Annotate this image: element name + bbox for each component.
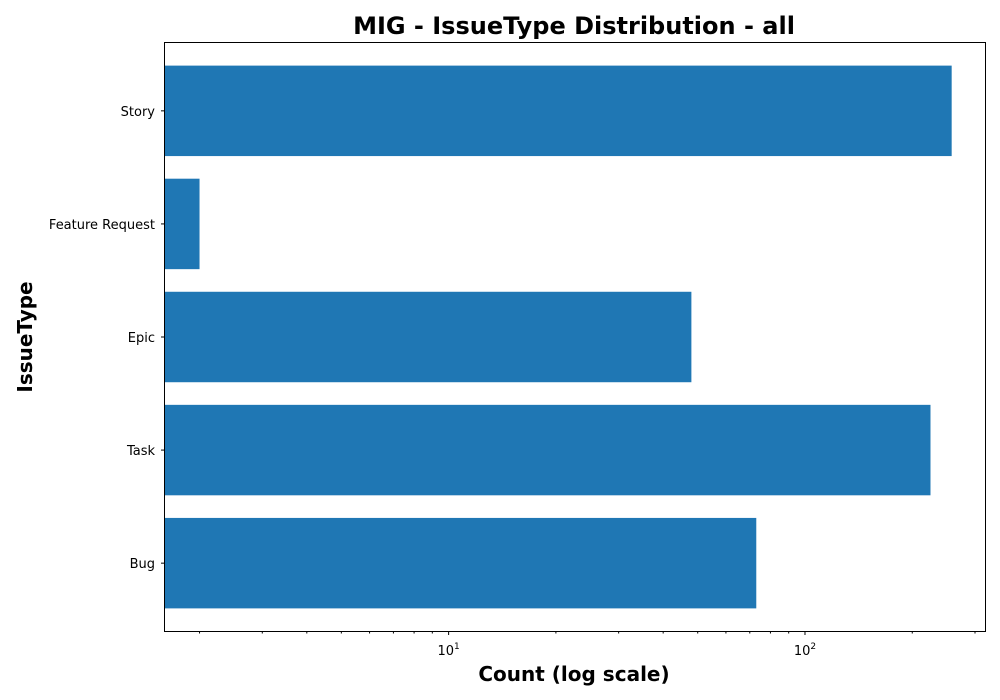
y-axis-label: IssueType xyxy=(13,281,37,392)
x-tick-label: 101 xyxy=(437,642,459,659)
chart-title: MIG - IssueType Distribution - all xyxy=(353,12,795,40)
bar-story xyxy=(165,65,952,157)
y-ticks-group: Bug Task Epic Feature Request Story xyxy=(49,105,165,572)
bar-epic xyxy=(165,291,692,383)
bar-bug xyxy=(165,517,757,609)
bar-feature-request xyxy=(165,178,200,270)
y-tick-label: Story xyxy=(121,105,156,120)
x-tick-label: 102 xyxy=(794,642,816,659)
y-tick-label: Task xyxy=(126,444,156,459)
bars-group xyxy=(165,65,952,609)
bar-task xyxy=(165,404,931,496)
y-tick-label: Feature Request xyxy=(49,218,155,233)
y-tick-label: Bug xyxy=(130,557,155,572)
x-ticks-group: 101 102 xyxy=(199,631,976,659)
x-axis-label: Count (log scale) xyxy=(478,662,669,686)
y-tick-label: Epic xyxy=(128,331,155,346)
